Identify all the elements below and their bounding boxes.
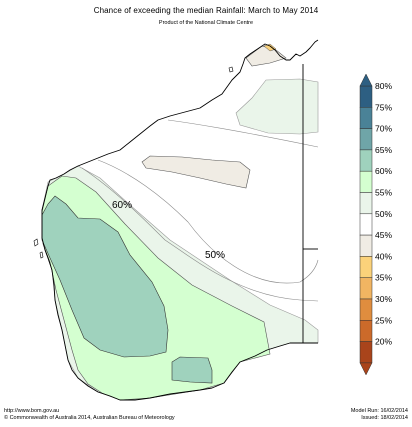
legend-label-20: 20% xyxy=(375,337,392,347)
legend-label-50: 50% xyxy=(375,209,392,219)
legend-label-75: 75% xyxy=(375,102,392,112)
legend-label-25: 25% xyxy=(375,315,392,325)
legend-swatch-40 xyxy=(359,256,373,278)
legend-swatch-55 xyxy=(359,192,373,215)
legend-swatch-30 xyxy=(359,298,373,321)
issued-text: Issued: 18/02/2014 xyxy=(361,415,408,421)
island-3 xyxy=(228,66,234,73)
legend-swatch-50 xyxy=(359,213,373,236)
coastline xyxy=(41,39,319,401)
copyright-text: © Commonwealth of Australia 2014, Austra… xyxy=(4,415,175,421)
legend-swatch-35 xyxy=(359,277,373,300)
legend-label-45: 45% xyxy=(375,230,392,240)
legend-swatch-25 xyxy=(359,320,373,342)
legend-swatch-75 xyxy=(359,107,373,129)
zone-45-central xyxy=(141,155,251,189)
contour-line-north xyxy=(167,119,319,148)
island-1 xyxy=(33,238,39,247)
footer-right: Model Run: 16/02/2014 Issued: 18/02/2014 xyxy=(351,408,408,422)
legend-swatch-70 xyxy=(359,128,373,151)
map-title: Chance of exceeding the median Rainfall:… xyxy=(93,6,319,15)
zone-55-north xyxy=(235,78,319,135)
zone-65-south xyxy=(171,356,213,384)
legend-swatch-45 xyxy=(359,234,373,257)
legend: 80% 75% 70% 65% 60% 55% 50% 45% 40% 35% 30% 25% 20% xyxy=(359,73,392,376)
legend-label-60: 60% xyxy=(375,166,392,176)
legend-swatch-20 xyxy=(359,341,373,364)
contour-label-50: 50% xyxy=(205,250,225,261)
model-run-text: Model Run: 16/02/2014 xyxy=(350,408,408,414)
map-subtitle: Product of the National Climate Centre xyxy=(158,20,254,26)
legend-label-55: 55% xyxy=(375,188,392,198)
legend-swatch-80 xyxy=(359,85,373,108)
legend-label-80: 80% xyxy=(375,81,392,91)
footer-left: http://www.bom.gov.au © Commonwealth of … xyxy=(4,408,175,422)
legend-swatch-65 xyxy=(359,149,373,172)
legend-label-40: 40% xyxy=(375,251,392,261)
contour-label-60: 60% xyxy=(112,200,132,211)
source-url[interactable]: http://www.bom.gov.au xyxy=(4,408,60,414)
legend-label-65: 65% xyxy=(375,145,392,155)
zone-40-north xyxy=(263,43,277,52)
legend-label-70: 70% xyxy=(375,124,392,134)
contour-line-mid xyxy=(97,159,319,284)
legend-label-35: 35% xyxy=(375,273,392,283)
contour-line-inner xyxy=(81,167,319,302)
island-2 xyxy=(39,251,44,259)
legend-swatch-60 xyxy=(359,170,373,193)
zone-65-west xyxy=(41,195,169,358)
legend-arrow-up xyxy=(359,73,373,87)
legend-arrow-down xyxy=(359,362,373,376)
legend-label-30: 30% xyxy=(375,294,392,304)
